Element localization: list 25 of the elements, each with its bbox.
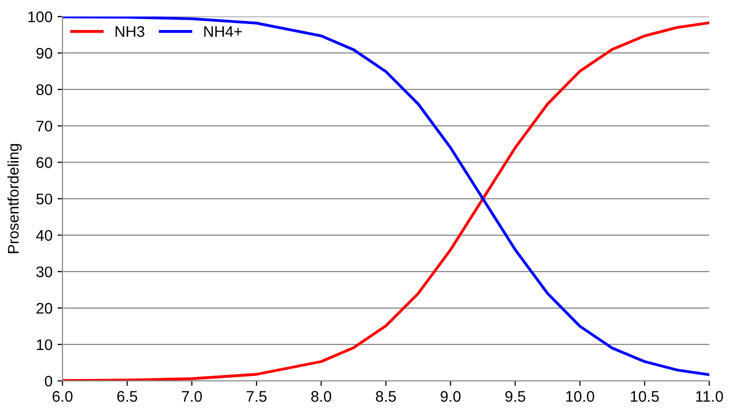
x-tick-label: 11.0 bbox=[696, 391, 723, 402]
legend-label: NH3 bbox=[116, 26, 144, 37]
y-axis-title: Prosentfordeling bbox=[7, 144, 22, 254]
y-tick-label: 90 bbox=[36, 48, 52, 59]
x-tick-label: 8.0 bbox=[311, 391, 332, 402]
x-tick-label: 6.5 bbox=[117, 391, 138, 402]
x-tick-label: 7.0 bbox=[182, 391, 202, 402]
y-tick-label: 30 bbox=[36, 266, 52, 278]
y-tick-label: 60 bbox=[36, 157, 52, 168]
y-tick-label: 40 bbox=[36, 230, 52, 241]
y-tick-label: 50 bbox=[36, 194, 52, 204]
x-tick-label: 6.0 bbox=[52, 391, 72, 402]
y-tick-label: 80 bbox=[36, 84, 52, 96]
y-tick-label: 0 bbox=[44, 376, 52, 387]
y-tick-label: 70 bbox=[36, 120, 52, 132]
legend-label: NH4+ bbox=[204, 26, 242, 37]
x-tick-label: 7.5 bbox=[246, 391, 266, 402]
x-tick-label: 9.0 bbox=[440, 391, 461, 402]
y-tick-label: 20 bbox=[36, 302, 52, 314]
y-tick-label: 10 bbox=[36, 339, 52, 350]
x-tick-label: 9.5 bbox=[505, 391, 526, 402]
x-tick-label: 8.5 bbox=[376, 391, 396, 402]
x-tick-label: 10.0 bbox=[566, 391, 594, 402]
x-tick-label: 10.5 bbox=[630, 391, 659, 402]
y-tick-label: 100 bbox=[28, 11, 52, 22]
